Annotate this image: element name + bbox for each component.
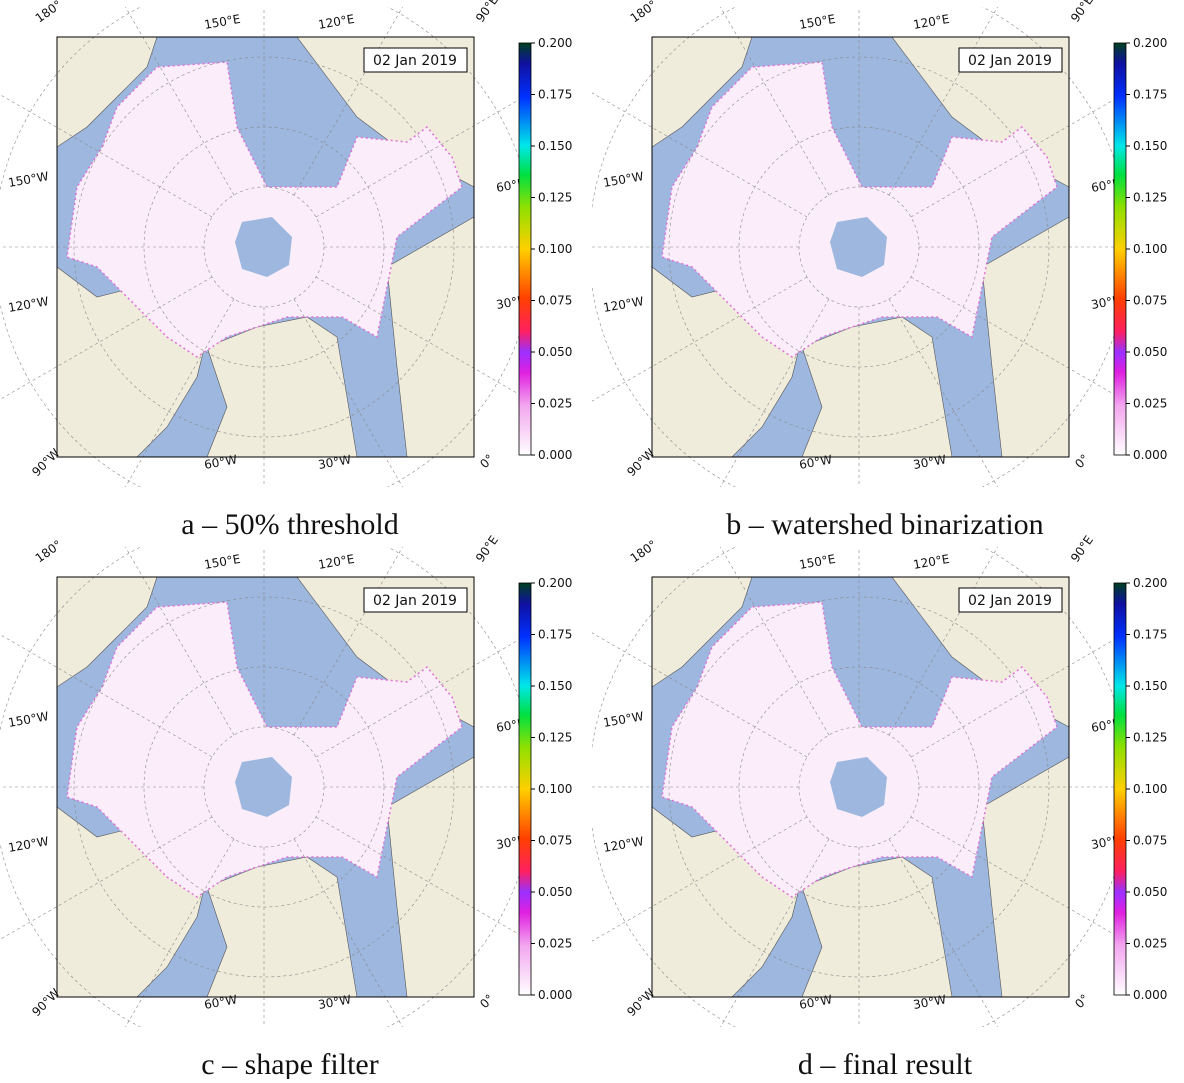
- colorbar-tick-label: 0.000: [1133, 448, 1167, 462]
- colorbar-tick-label: 0.125: [1133, 191, 1167, 205]
- caption: b – watershed binarization: [726, 508, 1043, 541]
- colorbar-tick-label: 0.175: [1133, 88, 1167, 102]
- lon-label: 150°W: [7, 709, 50, 730]
- lon-label: 120°W: [7, 294, 50, 315]
- colorbar-tick-label: 0.200: [1133, 36, 1167, 50]
- colorbar-tick-label: 0.075: [1133, 294, 1167, 308]
- colorbar-tick-label: 0.150: [538, 679, 572, 693]
- lon-label: 120°E: [317, 12, 355, 32]
- lon-label: 180°: [628, 0, 660, 25]
- lon-label: 150°E: [203, 12, 241, 32]
- lon-label: 120°E: [912, 12, 950, 32]
- colorbar-tick-label: 0.000: [538, 448, 572, 462]
- colorbar-tick-label: 0.175: [538, 88, 572, 102]
- date-label: 02 Jan 2019: [373, 53, 457, 69]
- colorbar-tick-label: 0.050: [538, 885, 572, 899]
- lon-label: 0°: [1072, 452, 1092, 472]
- caption: d – final result: [798, 1048, 973, 1079]
- lon-label: 150°E: [798, 12, 836, 32]
- colorbar-tick-label: 0.100: [538, 782, 572, 796]
- lon-label: 120°E: [317, 552, 355, 572]
- colorbar-tick-label: 0.025: [1133, 397, 1167, 411]
- colorbar-tick-label: 0.100: [1133, 782, 1167, 796]
- colorbar-tick-label: 0.175: [1133, 628, 1167, 642]
- colorbar-tick-label: 0.025: [1133, 937, 1167, 951]
- land: [802, 857, 952, 997]
- colorbar-tick-label: 0.050: [538, 345, 572, 359]
- colorbar-tick-label: 0.050: [1133, 885, 1167, 899]
- colorbar-tick-label: 0.150: [538, 139, 572, 153]
- lon-label: 180°: [33, 0, 65, 25]
- colorbar-tick-label: 0.125: [538, 191, 572, 205]
- colorbar-tick-label: 0.175: [538, 628, 572, 642]
- colorbar-tick-label: 0.150: [1133, 139, 1167, 153]
- lon-label: 150°E: [203, 552, 241, 572]
- lon-label: 90°E: [473, 0, 501, 25]
- colorbar-tick-label: 0.075: [1133, 834, 1167, 848]
- lon-label: 150°W: [602, 709, 645, 730]
- colorbar: [1114, 583, 1126, 995]
- colorbar-tick-label: 0.050: [1133, 345, 1167, 359]
- date-label: 02 Jan 2019: [968, 53, 1052, 69]
- colorbar-tick-label: 0.000: [538, 988, 572, 1002]
- lon-label: 0°: [1072, 992, 1092, 1012]
- lon-label: 0°: [477, 452, 497, 472]
- lon-label: 120°W: [602, 294, 645, 315]
- colorbar-tick-label: 0.100: [1133, 242, 1167, 256]
- colorbar-tick-label: 0.125: [538, 731, 572, 745]
- lon-label: 0°: [477, 992, 497, 1012]
- caption: a – 50% threshold: [181, 508, 398, 541]
- land: [802, 317, 952, 457]
- colorbar-tick-label: 0.075: [538, 834, 572, 848]
- land: [207, 857, 357, 997]
- colorbar-tick-label: 0.125: [1133, 731, 1167, 745]
- colorbar: [519, 583, 531, 995]
- lon-label: 180°: [628, 537, 660, 565]
- colorbar: [1114, 43, 1126, 455]
- caption: c – shape filter: [201, 1048, 378, 1079]
- lon-label: 90°E: [473, 533, 501, 565]
- lon-label: 90°E: [1068, 0, 1096, 25]
- map-panel: [0, 467, 584, 1079]
- map-panel: [0, 0, 584, 567]
- lon-label: 180°: [33, 537, 65, 565]
- lon-label: 120°W: [602, 834, 645, 855]
- colorbar-tick-label: 0.200: [538, 36, 572, 50]
- lon-label: 90°E: [1068, 533, 1096, 565]
- colorbar-tick-label: 0.025: [538, 397, 572, 411]
- colorbar-tick-label: 0.075: [538, 294, 572, 308]
- lon-label: 150°E: [798, 552, 836, 572]
- lon-label: 150°W: [7, 169, 50, 190]
- colorbar-tick-label: 0.100: [538, 242, 572, 256]
- map-panel: [539, 0, 1179, 567]
- lon-label: 120°W: [7, 834, 50, 855]
- lon-label: 120°E: [912, 552, 950, 572]
- land: [207, 317, 357, 457]
- colorbar: [519, 43, 531, 455]
- colorbar-tick-label: 0.025: [538, 937, 572, 951]
- date-label: 02 Jan 2019: [373, 593, 457, 609]
- colorbar-tick-label: 0.200: [538, 576, 572, 590]
- date-label: 02 Jan 2019: [968, 593, 1052, 609]
- colorbar-tick-label: 0.150: [1133, 679, 1167, 693]
- lon-label: 150°W: [602, 169, 645, 190]
- figure: 02 Jan 2019180°150°E120°E90°E60°E30°E0°3…: [0, 0, 1184, 1079]
- colorbar-tick-label: 0.000: [1133, 988, 1167, 1002]
- colorbar-tick-label: 0.200: [1133, 576, 1167, 590]
